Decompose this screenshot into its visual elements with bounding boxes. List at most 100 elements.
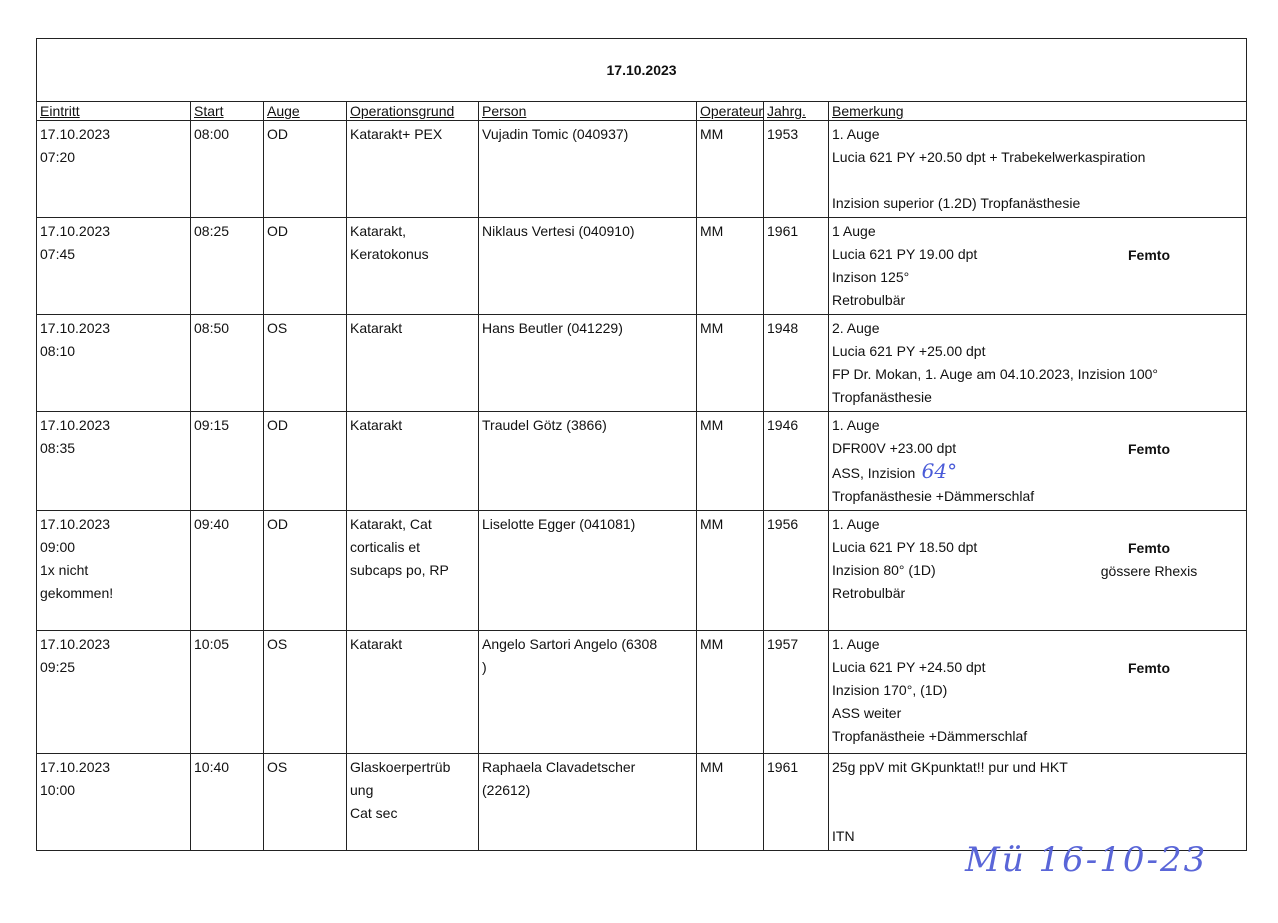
bemerkung-line: ASS weiter <box>832 705 902 721</box>
eintritt-line: 17.10.2023 <box>40 636 111 652</box>
bemerkung-line: ASS, Inzision 64° <box>832 459 958 483</box>
eintritt-line: 17.10.2023 <box>40 223 111 239</box>
cell-operationsgrund: Katarakt <box>346 314 479 412</box>
bemerkung-line: Lucia 621 PY +25.00 dpt <box>832 343 986 359</box>
person-line: Liselotte Egger (041081) <box>482 516 636 532</box>
eintritt-line: 17.10.2023 <box>40 417 111 433</box>
bemerkung-line <box>832 779 1243 802</box>
grund-line: corticalis et <box>350 539 421 555</box>
grund-line: Katarakt <box>350 636 403 652</box>
bemerkung-line: ITN <box>832 828 855 844</box>
eintritt-line: 17.10.2023 <box>40 126 111 142</box>
bemerkung-line: 1. Auge <box>832 636 880 652</box>
grund-line: ung <box>350 782 374 798</box>
surgery-schedule-sheet: 17.10.2023 Eintritt Start Auge Operationsgr… <box>35 38 1248 851</box>
cell-person: Niklaus Vertesi (040910) <box>478 217 697 315</box>
person-line: Traudel Götz (3866) <box>482 417 607 433</box>
bemerkung-line: Inzison 125° <box>832 269 910 285</box>
cell-jahrgang: 1957 <box>763 630 829 754</box>
grund-line: Katarakt, <box>350 223 407 239</box>
cell-bemerkung: 25g ppV mit GKpunktat!! pur und HKT ITN <box>827 753 1248 851</box>
table-row: 17.10.2023 08:10 08:50 OS Katarakt Hans Beutl… <box>36 314 1248 412</box>
cell-bemerkung: 1. Auge Lucia 621 PY +20.50 dpt + Trabeke… <box>827 120 1248 218</box>
bemerkung-side-note: Femto <box>1128 441 1170 457</box>
bemerkung-line <box>832 802 1243 825</box>
cell-operateur: MM <box>696 217 764 315</box>
grund-line: Keratokonus <box>350 246 429 262</box>
person-line: Hans Beutler (041229) <box>482 320 623 336</box>
cell-eintritt: 17.10.2023 07:45 <box>36 217 191 315</box>
grund-line: Katarakt+ PEX <box>350 126 443 142</box>
bemerkung-line: 1. Auge <box>832 516 880 532</box>
cell-operationsgrund: Katarakt, Keratokonus <box>346 217 479 315</box>
cell-person: Traudel Götz (3866) <box>478 411 697 511</box>
cell-eintritt: 17.10.2023 08:10 <box>36 314 191 412</box>
eintritt-line: 07:45 <box>40 246 76 262</box>
cell-operationsgrund: Katarakt, Cat corticalis et subcaps po, RP <box>346 510 479 631</box>
person-line: Vujadin Tomic (040937) <box>482 126 629 142</box>
bemerkung-line: Lucia 621 PY +20.50 dpt + Trabekelwerkas… <box>832 149 1146 165</box>
schedule-date-title: 17.10.2023 <box>35 38 1248 102</box>
bemerkung-line: Lucia 621 PY +24.50 dpt <box>832 659 986 675</box>
cell-eintritt: 17.10.2023 09:00 1x nicht gekommen! <box>36 510 191 631</box>
cell-eintritt: 17.10.2023 09:25 <box>36 630 191 754</box>
table-row: 17.10.2023 07:20 08:00 OD Katarakt+ PEX Vujad… <box>36 120 1248 218</box>
cell-eintritt: 17.10.2023 08:35 <box>36 411 191 511</box>
cell-auge: OS <box>263 314 347 412</box>
eintritt-line: 08:10 <box>40 343 76 359</box>
cell-operationsgrund: Katarakt+ PEX <box>346 120 479 218</box>
table-row: 17.10.2023 09:00 1x nicht gekommen! 09:40 OD K… <box>36 510 1248 631</box>
eintritt-line: 07:20 <box>40 149 76 165</box>
cell-start: 10:05 <box>190 630 264 754</box>
cell-person: Liselotte Egger (041081) <box>478 510 697 631</box>
eintritt-line: gekommen! <box>40 585 114 601</box>
grund-line: Katarakt, Cat <box>350 516 432 532</box>
bemerkung-line: Tropfanästhesie +Dämmerschlaf <box>832 488 1035 504</box>
grund-line: Cat sec <box>350 805 398 821</box>
eintritt-line: 10:00 <box>40 782 76 798</box>
grund-line: subcaps po, RP <box>350 562 449 578</box>
bemerkung-line: 1. Auge <box>832 417 880 433</box>
cell-start: 08:25 <box>190 217 264 315</box>
person-line: ) <box>482 659 487 675</box>
table-row: 17.10.2023 10:00 10:40 OS Glaskoerpertrüb ung… <box>36 753 1248 851</box>
bemerkung-line: Lucia 621 PY 18.50 dpt <box>832 539 978 555</box>
header-bemerkung: Bemerkung <box>827 101 1248 121</box>
cell-jahrgang: 1961 <box>763 753 829 851</box>
bemerkung-line: Inzision 80° (1D) <box>832 562 936 578</box>
cell-bemerkung: 1. Auge DFR00V +23.00 dpt ASS, Inzision 64… <box>827 411 1248 511</box>
cell-auge: OD <box>263 120 347 218</box>
schedule-table: 17.10.2023 Eintritt Start Auge Operationsgr… <box>35 38 1248 851</box>
cell-bemerkung: 2. Auge Lucia 621 PY +25.00 dpt FP Dr. Mok… <box>827 314 1248 412</box>
cell-person: Angelo Sartori Angelo (6308) <box>478 630 697 754</box>
grund-line: Glaskoerpertrüb <box>350 759 451 775</box>
cell-person: Raphaela Clavadetscher (22612) <box>478 753 697 851</box>
cell-operateur: MM <box>696 510 764 631</box>
cell-start: 08:00 <box>190 120 264 218</box>
header-row: Eintritt Start Auge Operationsgrund Person Op… <box>36 101 1248 121</box>
bemerkung-line: 25g ppV mit GKpunktat!! pur und HKT <box>832 759 1068 775</box>
bemerkung-line: Tropfanästheie +Dämmerschlaf <box>832 728 1028 744</box>
bemerkung-line: Inzision superior (1.2D) Tropfanästhesie <box>832 195 1081 211</box>
bemerkung-line <box>832 169 1243 192</box>
cell-jahrgang: 1961 <box>763 217 829 315</box>
cell-auge: OD <box>263 411 347 511</box>
cell-operateur: MM <box>696 411 764 511</box>
header-jahrgang: Jahrg. <box>763 101 829 121</box>
cell-eintritt: 17.10.2023 10:00 <box>36 753 191 851</box>
cell-bemerkung: 1 Auge Lucia 621 PY 19.00 dpt Inzison 125°… <box>827 217 1248 315</box>
person-line: Raphaela Clavadetscher <box>482 759 636 775</box>
header-operationsgrund: Operationsgrund <box>346 101 479 121</box>
bemerkung-line: FP Dr. Mokan, 1. Auge am 04.10.2023, Inz… <box>832 366 1158 382</box>
handwritten-signature: Mü 16-10-23 <box>965 840 1208 880</box>
eintritt-line: 1x nicht <box>40 562 89 578</box>
cell-operateur: MM <box>696 753 764 851</box>
cell-jahrgang: 1948 <box>763 314 829 412</box>
cell-start: 09:15 <box>190 411 264 511</box>
eintritt-line: 17.10.2023 <box>40 516 111 532</box>
bemerkung-line: Lucia 621 PY 19.00 dpt <box>832 246 978 262</box>
bemerkung-line: Tropfanästhesie <box>832 389 932 405</box>
header-eintritt: Eintritt <box>36 101 191 121</box>
cell-bemerkung: 1. Auge Lucia 621 PY +24.50 dpt Inzision 1… <box>827 630 1248 754</box>
cell-operationsgrund: Katarakt <box>346 411 479 511</box>
